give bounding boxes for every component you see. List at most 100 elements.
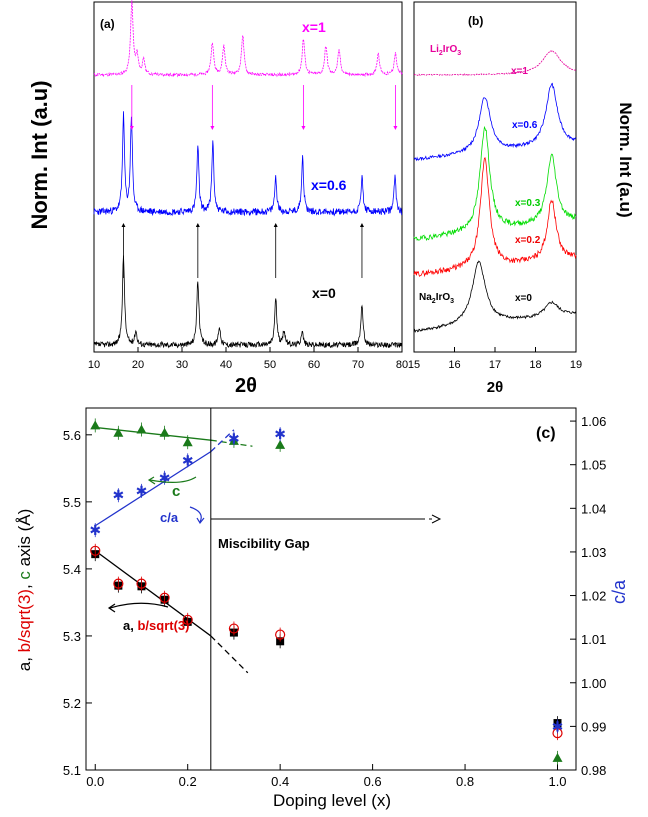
x-tick-label: 0.6 [364, 774, 382, 789]
panel-b-compound-label-na: Na2IrO3 [419, 292, 454, 305]
point-b/sqrt(3) [159, 592, 170, 603]
point-c [136, 424, 147, 434]
panel-b-y-axis-label: Norm. Int (a.u) [616, 102, 635, 217]
c-curve-arrow [149, 476, 197, 483]
fit-extension-a [210, 635, 249, 674]
y-tick-label: 5.1 [63, 763, 81, 778]
panel-c-label-a: a, b/sqrt(3) [123, 618, 189, 633]
point-c [275, 439, 286, 449]
x-tick-label: 17 [489, 359, 501, 371]
panel-b-x-ticks: 15 16 17 18 19 [408, 347, 582, 371]
panel-c-miscibility-gap-label: Miscibility Gap [218, 536, 310, 551]
point-c/a: ✱ [159, 470, 171, 486]
y2-tick-label: 1.03 [581, 545, 606, 560]
x-tick-label: 0.2 [179, 774, 197, 789]
point-c/a: ✱ [228, 431, 240, 447]
panel-a-y-axis-label: Norm. Int (a.u) [27, 80, 52, 229]
x-tick-label: 60 [308, 359, 320, 371]
a-curve-arrow [109, 602, 169, 609]
spectrum-a-x=1 [93, 0, 403, 78]
panel-a-series-label-x06: x=0.6 [311, 177, 347, 193]
panel-c-annotations [107, 408, 442, 770]
point-c [552, 752, 563, 762]
x-tick-label: 18 [529, 359, 541, 371]
panel-b-label: (b) [468, 14, 483, 28]
panel-c: (c) 0.0 0.2 0.4 0.6 0.8 1.0 5.1 5.2 5.3 5.4 5.5 5.6… [15, 407, 629, 810]
y2-tick-label: 1.02 [581, 589, 606, 604]
spectrum-b-x=1 [413, 50, 577, 76]
panel-b-series-label-x1: x=1 [511, 66, 528, 77]
panel-b-series-label-x03: x=0.3 [515, 198, 541, 209]
point-b/sqrt(3) [113, 578, 124, 589]
x-tick-label: 70 [352, 359, 364, 371]
panel-c-y-axis-label: a, b/sqrt(3), c axis (Å) [15, 509, 34, 672]
spectrum-a-x=0 [93, 255, 403, 349]
spectrum-b-x=0 [413, 260, 577, 333]
x-tick-label: 15 [408, 359, 420, 371]
y2-tick-label: 0.99 [581, 719, 606, 734]
panel-a-x-ticks: 10 20 30 40 50 60 70 80 [88, 347, 408, 371]
spectrum-b-x=0.2 [413, 157, 577, 278]
spectrum-b-x=0.3 [413, 125, 577, 242]
y2-tick-label: 0.98 [581, 763, 606, 778]
panel-c-label-ca: c/a [160, 510, 179, 525]
point-b/sqrt(3) [90, 545, 101, 556]
panel-c-frame [85, 407, 577, 771]
panel-a-series-label-x1: x=1 [302, 19, 326, 35]
panel-c-ticks: 0.0 0.2 0.4 0.6 0.8 1.0 5.1 5.2 5.3 5.4 5.5 5.6 0.98… [63, 414, 606, 789]
panel-a: (a) 10 20 30 40 50 60 70 80 x=1 x=0.6 x=0 2θ No… [27, 0, 408, 397]
panel-b-series-group [413, 50, 577, 333]
gap-arrowhead [431, 514, 442, 524]
point-b/sqrt(3) [275, 629, 286, 640]
point-c/a: ✱ [552, 718, 564, 734]
point-c/a: ✱ [182, 452, 194, 468]
panel-b: (b) 15 16 17 18 19 Li2IrO3 x=1 x=0.6 x=0.3 x… [408, 1, 635, 396]
y2-tick-label: 1.04 [581, 501, 606, 516]
y2-tick-label: 1.06 [581, 414, 606, 429]
point-c [113, 427, 124, 437]
a-curve-arrowhead [107, 603, 116, 613]
c-curve-arrowhead [147, 476, 156, 485]
point-c [182, 437, 193, 447]
x-tick-label: 20 [132, 359, 144, 371]
x-tick-label: 0.4 [271, 774, 289, 789]
panel-b-x-axis-label: 2θ [487, 379, 503, 396]
x-tick-label: 80 [396, 359, 408, 371]
point-c/a: ✱ [274, 426, 286, 442]
panel-c-label-c: c [172, 483, 180, 500]
point-c [90, 420, 101, 430]
point-b/sqrt(3) [228, 623, 240, 634]
y2-tick-label: 1.01 [581, 632, 606, 647]
panel-a-label: (a) [100, 17, 115, 31]
fit-line-c/a [94, 451, 212, 527]
y2-tick-label: 1.05 [581, 458, 606, 473]
point-b/sqrt(3) [136, 578, 147, 589]
y-tick-label: 5.6 [63, 428, 81, 443]
point-b/sqrt(3) [182, 614, 193, 625]
panel-a-x-axis-label: 2θ [235, 375, 257, 397]
fit-line-c [95, 426, 211, 441]
y-tick-label: 5.4 [63, 562, 81, 577]
panel-c-label: (c) [536, 425, 556, 442]
fit-extension-c/a [210, 429, 235, 453]
panel-c-y2-axis-label: c/a [609, 579, 629, 604]
x-tick-label: 50 [264, 359, 276, 371]
panel-a-series-label-x0: x=0 [312, 285, 336, 301]
spectrum-a-x=0.6 [93, 111, 403, 217]
panel-b-series-label-x02: x=0.2 [515, 235, 541, 246]
panel-b-series-label-x06: x=0.6 [512, 120, 538, 131]
x-tick-label: 0.8 [456, 774, 474, 789]
panel-c-data-points: ✱ ✱ ✱ ✱ ✱ ✱ ✱ ✱ [89, 418, 563, 765]
x-tick-label: 40 [220, 359, 232, 371]
ca-curve-arrowhead [196, 517, 205, 525]
y-tick-label: 5.5 [63, 495, 81, 510]
point-c/a: ✱ [89, 522, 101, 538]
ca-curve-arrow [189, 506, 202, 523]
panel-b-series-label-x0: x=0 [515, 293, 532, 304]
panel-c-x-axis-label: Doping level (x) [273, 791, 391, 810]
point-c/a: ✱ [136, 483, 148, 499]
spectrum-b-x=0.6 [413, 82, 577, 162]
x-tick-label: 16 [448, 359, 460, 371]
y-tick-label: 5.2 [63, 696, 81, 711]
